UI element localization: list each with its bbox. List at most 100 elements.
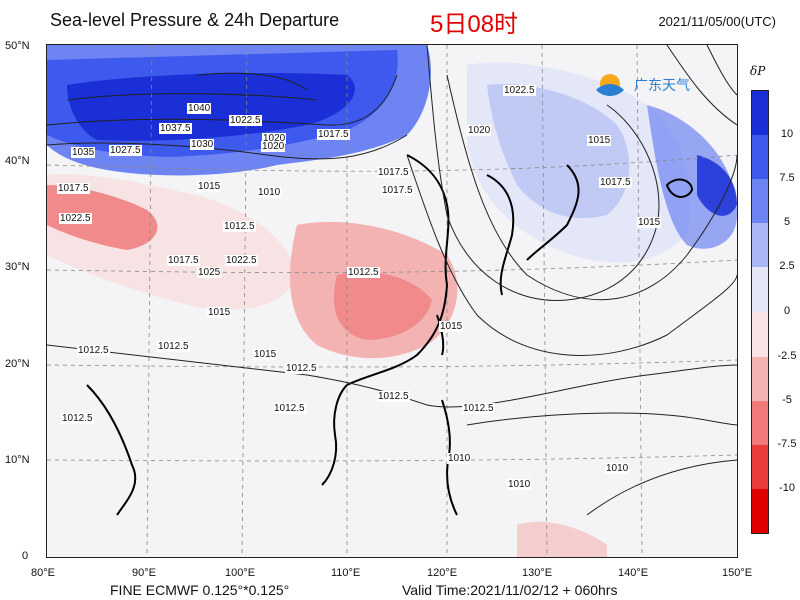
local-time-label: 5日08时 xyxy=(430,11,519,38)
colorbar-seg-7-5-10 xyxy=(752,135,768,179)
isobar-1015 xyxy=(446,74,737,301)
pressure-map-svg xyxy=(47,45,737,557)
lon-label-150e: 150°E xyxy=(722,567,753,579)
contour-label: 1012.5 xyxy=(61,413,94,424)
contour-label: 1015 xyxy=(197,181,222,192)
contour-label: 1022.5 xyxy=(59,213,92,224)
contour-label: 1030 xyxy=(190,139,215,150)
contour-label: 1010 xyxy=(507,479,532,490)
isobar-1012-5 xyxy=(406,154,737,356)
contour-label: 1035 xyxy=(71,147,96,158)
isobar-1022-5-ne xyxy=(706,45,737,96)
graticule-140e xyxy=(636,45,643,557)
isobar-1040 xyxy=(196,72,308,91)
graticule-130e xyxy=(541,45,548,557)
contour-label: 1012.5 xyxy=(223,221,256,232)
isobar-1022-5 xyxy=(47,74,398,126)
positive-departure-core-northeast xyxy=(487,84,630,219)
graticule-100e xyxy=(241,45,248,557)
contour-label: 1012.5 xyxy=(157,341,190,352)
negative-departure-tibet-core xyxy=(47,185,158,250)
contour-label: 1012.5 xyxy=(462,403,495,414)
colorbar-seg-2-5-5 xyxy=(752,223,768,267)
colorbar-tick: 0 xyxy=(783,305,791,317)
graticule-20n xyxy=(47,359,737,368)
coast-india xyxy=(86,384,137,516)
lat-label-30n: 30°N xyxy=(5,261,30,273)
contour-label: 1017.5 xyxy=(57,183,90,194)
guangdong-weather-logo: 广东天气 xyxy=(590,62,730,111)
contour-label: 1025 xyxy=(197,267,222,278)
utc-date-label: 2021/11/05/00(UTC) xyxy=(658,14,776,29)
lon-label-130e: 130°E xyxy=(522,567,553,579)
lat-label-20n: 20°N xyxy=(5,358,30,370)
contour-label: 1015 xyxy=(253,349,278,360)
contour-label: 1012.5 xyxy=(77,345,110,356)
lon-label-140e: 140°E xyxy=(618,567,649,579)
coast-taiwan xyxy=(436,314,445,356)
contour-label: 1015 xyxy=(207,307,232,318)
contour-label: 1017.5 xyxy=(167,255,200,266)
isobar-1012-5-sea xyxy=(466,412,737,426)
contour-label: 1012.5 xyxy=(377,391,410,402)
contour-label: 1017.5 xyxy=(599,177,632,188)
contour-label: 1037.5 xyxy=(159,123,192,134)
contour-label: 1015 xyxy=(439,321,464,332)
isobar-1020-ne xyxy=(666,45,737,126)
colorbar-seg-gt10 xyxy=(752,91,768,135)
contour-label: 1010 xyxy=(447,453,472,464)
colorbar-seg-0-2-5 xyxy=(752,267,768,312)
contour-label: 1020 xyxy=(261,141,286,152)
positive-departure-east-core xyxy=(697,155,737,216)
coast-island xyxy=(665,178,694,198)
contour-label: 1017.5 xyxy=(317,129,350,140)
coast-china-east xyxy=(346,154,450,386)
lat-label-50n: 50°N xyxy=(5,40,30,52)
colorbar-tick: -2.5 xyxy=(777,350,797,362)
coastlines xyxy=(86,154,694,516)
contour-label: 1020 xyxy=(262,133,287,144)
coast-japan xyxy=(526,164,580,261)
model-resolution-label: FINE ECMWF 0.125°*0.125° xyxy=(110,582,290,598)
colorbar-seg-neg2-5-0 xyxy=(752,312,768,357)
colorbar-tick: 7.5 xyxy=(779,172,795,184)
contour-label: 1015 xyxy=(587,135,612,146)
colorbar-seg-neg5-neg2-5 xyxy=(752,357,768,401)
colorbar-tick: 2.5 xyxy=(779,260,795,272)
isobars xyxy=(47,45,737,516)
colorbar xyxy=(751,90,769,534)
isobar-1030 xyxy=(66,93,318,101)
contour-label: 1040 xyxy=(187,103,212,114)
pressure-map: 1040 1035 1027.5 1037.5 1030 1022.5 1020… xyxy=(46,44,738,558)
lon-label-80e: 80°E xyxy=(31,567,55,579)
coast-korea xyxy=(486,174,515,296)
logo-svg: 广东天气 xyxy=(596,74,690,96)
map-title: Sea-level Pressure & 24h Departure xyxy=(50,10,340,30)
coast-indochina xyxy=(321,384,348,486)
wave-icon xyxy=(596,84,624,96)
lat-label-0: 0 xyxy=(22,550,29,562)
lat-label-10n: 10°N xyxy=(5,454,30,466)
graticule-90e xyxy=(146,45,153,557)
contour-label: 1012.5 xyxy=(285,363,318,374)
colorbar-tick: -5 xyxy=(782,394,792,406)
colorbar-title: δP xyxy=(750,64,766,78)
lat-label-40n: 40°N xyxy=(5,155,30,167)
contour-label: 1012.5 xyxy=(273,403,306,414)
contour-label: 1010 xyxy=(605,463,630,474)
contour-label: 1015 xyxy=(637,217,662,228)
colorbar-seg-neg7-5-neg5 xyxy=(752,401,768,445)
colorbar-tick: -10 xyxy=(779,482,795,494)
contour-label: 1027.5 xyxy=(109,145,142,156)
contour-label: 1022.5 xyxy=(229,115,262,126)
lon-label-100e: 100°E xyxy=(225,567,256,579)
contour-label: 1017.5 xyxy=(381,185,414,196)
colorbar-seg-5-7-5 xyxy=(752,179,768,223)
colorbar-tick: -7.5 xyxy=(777,438,797,450)
valid-time-label: Valid Time:2021/11/02/12 + 060hrs xyxy=(402,582,618,598)
isobar-1010 xyxy=(586,459,737,516)
negative-departure-south-china-core xyxy=(333,271,432,340)
colorbar-seg-neg10-neg7-5 xyxy=(752,445,768,489)
colorbar-seg-lt-neg10 xyxy=(752,489,768,533)
contour-label: 1022.5 xyxy=(503,85,536,96)
